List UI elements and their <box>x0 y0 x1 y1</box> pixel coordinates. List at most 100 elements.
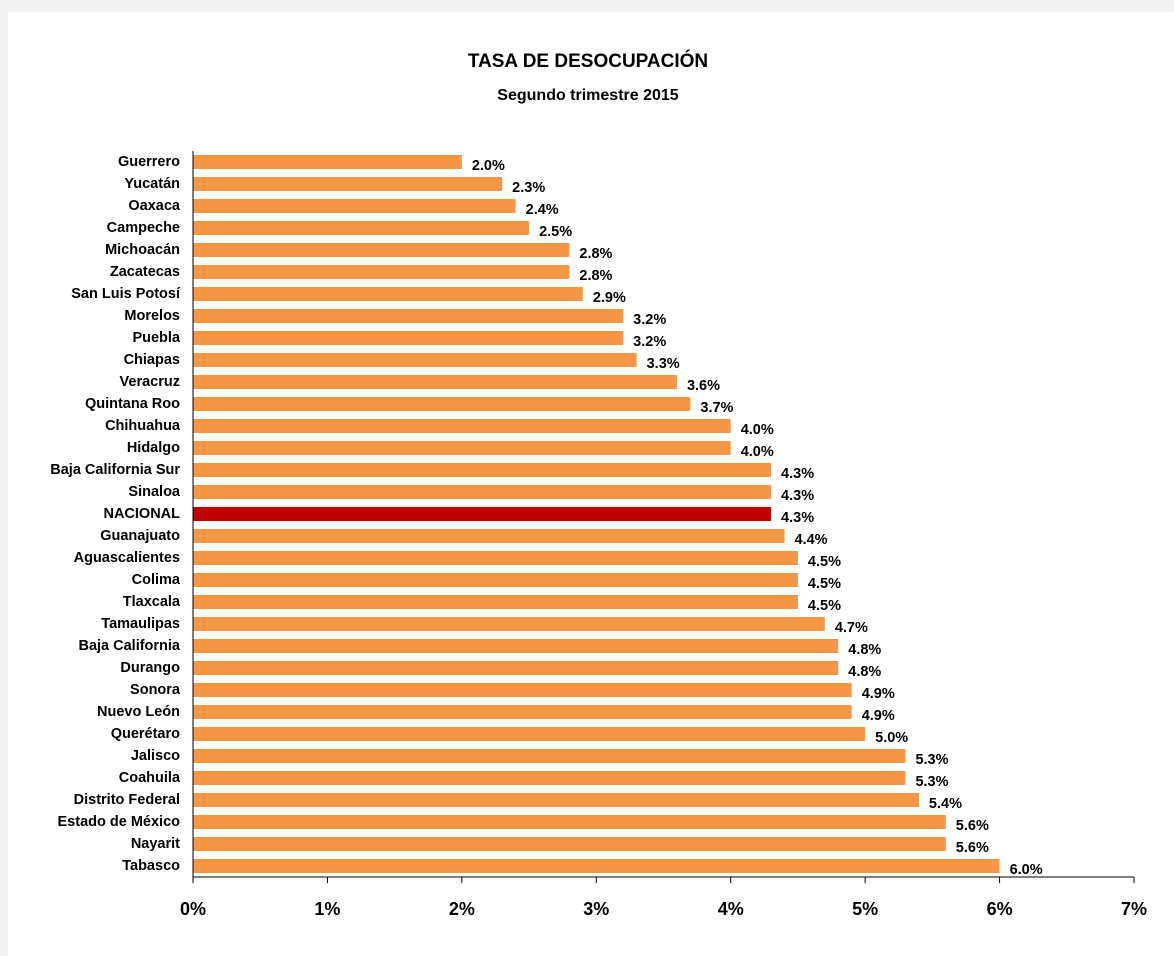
y-tick-label: Nayarit <box>131 836 180 852</box>
value-label: 3.6% <box>687 378 720 394</box>
bar <box>193 815 946 829</box>
value-label: 4.9% <box>862 686 895 702</box>
bar <box>193 375 677 389</box>
y-tick-label: Tabasco <box>122 858 180 874</box>
value-label: 2.5% <box>539 224 572 240</box>
y-tick-label: Chiapas <box>124 352 180 368</box>
y-tick-label: Tlaxcala <box>123 594 181 610</box>
value-label: 4.8% <box>848 664 881 680</box>
value-label: 4.5% <box>808 598 841 614</box>
y-tick-label: Coahuila <box>119 770 181 786</box>
y-tick-label: Baja California <box>78 638 180 654</box>
value-label: 5.6% <box>956 818 989 834</box>
bar <box>193 463 772 477</box>
value-label: 3.7% <box>700 400 733 416</box>
bar <box>193 639 839 653</box>
card <box>8 12 1174 956</box>
value-label: 4.5% <box>808 554 841 570</box>
y-tick-label: Baja California Sur <box>50 462 180 478</box>
y-tick-label: Sonora <box>130 682 181 698</box>
bar <box>193 221 530 235</box>
value-label: 2.0% <box>472 158 505 174</box>
bar <box>193 199 516 213</box>
chart-subtitle: Segundo trimestre 2015 <box>497 87 679 104</box>
value-label: 5.3% <box>915 774 948 790</box>
y-tick-label: Veracruz <box>120 374 180 390</box>
bar <box>193 265 570 279</box>
x-tick-label: 5% <box>852 899 878 919</box>
bar <box>193 155 462 169</box>
y-tick-label: Sinaloa <box>128 484 181 500</box>
y-tick-label: NACIONAL <box>103 506 180 522</box>
bar <box>193 749 906 763</box>
bar <box>193 573 798 587</box>
x-tick-label: 3% <box>583 899 609 919</box>
value-label: 4.3% <box>781 466 814 482</box>
value-label: 4.0% <box>741 422 774 438</box>
y-tick-label: Nuevo León <box>97 704 180 720</box>
y-tick-label: San Luis Potosí <box>71 286 181 302</box>
y-tick-label: Puebla <box>132 330 180 346</box>
y-tick-label: Zacatecas <box>110 264 180 280</box>
x-tick-label: 0% <box>180 899 206 919</box>
y-tick-label: Yucatán <box>124 176 180 192</box>
value-label: 4.8% <box>848 642 881 658</box>
value-label: 2.8% <box>579 246 612 262</box>
value-label: 2.3% <box>512 180 545 196</box>
y-tick-label: Colima <box>132 572 181 588</box>
value-label: 5.3% <box>915 752 948 768</box>
y-tick-label: Tamaulipas <box>101 616 180 632</box>
value-label: 4.0% <box>741 444 774 460</box>
x-tick-label: 7% <box>1121 899 1147 919</box>
bar <box>193 705 852 719</box>
value-label: 5.0% <box>875 730 908 746</box>
y-tick-label: Distrito Federal <box>74 792 180 808</box>
value-label: 2.4% <box>526 202 559 218</box>
y-tick-label: Querétaro <box>111 726 180 742</box>
y-tick-label: Hidalgo <box>127 440 180 456</box>
x-tick-label: 4% <box>718 899 744 919</box>
bar <box>193 287 583 301</box>
y-tick-label: Guanajuato <box>100 528 180 544</box>
value-label: 3.3% <box>647 356 680 372</box>
value-label: 4.4% <box>794 532 827 548</box>
y-tick-label: Aguascalientes <box>74 550 180 566</box>
value-label: 4.9% <box>862 708 895 724</box>
y-tick-label: Estado de México <box>58 814 181 830</box>
bar <box>193 331 624 345</box>
y-tick-label: Campeche <box>107 220 180 236</box>
bar <box>193 727 866 741</box>
y-tick-label: Michoacán <box>105 242 180 258</box>
bar <box>193 507 772 521</box>
value-label: 4.7% <box>835 620 868 636</box>
value-label: 4.3% <box>781 510 814 526</box>
y-tick-label: Quintana Roo <box>85 396 180 412</box>
bar <box>193 793 919 807</box>
bar <box>193 177 503 191</box>
bar <box>193 397 691 411</box>
bar <box>193 419 731 433</box>
y-tick-label: Chihuahua <box>105 418 181 434</box>
bar <box>193 837 946 851</box>
bar <box>193 617 825 631</box>
y-tick-label: Oaxaca <box>128 198 181 214</box>
value-label: 3.2% <box>633 312 666 328</box>
bar <box>193 243 570 257</box>
y-tick-label: Morelos <box>124 308 180 324</box>
value-label: 5.4% <box>929 796 962 812</box>
y-tick-label: Durango <box>120 660 180 676</box>
x-tick-label: 2% <box>449 899 475 919</box>
y-tick-label: Guerrero <box>118 154 180 170</box>
value-label: 3.2% <box>633 334 666 350</box>
bar <box>193 353 637 367</box>
bar <box>193 661 839 675</box>
value-label: 6.0% <box>1010 862 1043 878</box>
chart-title: TASA DE DESOCUPACIÓN <box>468 50 708 72</box>
y-tick-label: Jalisco <box>131 748 180 764</box>
value-label: 5.6% <box>956 840 989 856</box>
bar <box>193 551 798 565</box>
value-label: 4.3% <box>781 488 814 504</box>
value-label: 2.9% <box>593 290 626 306</box>
bar <box>193 771 906 785</box>
